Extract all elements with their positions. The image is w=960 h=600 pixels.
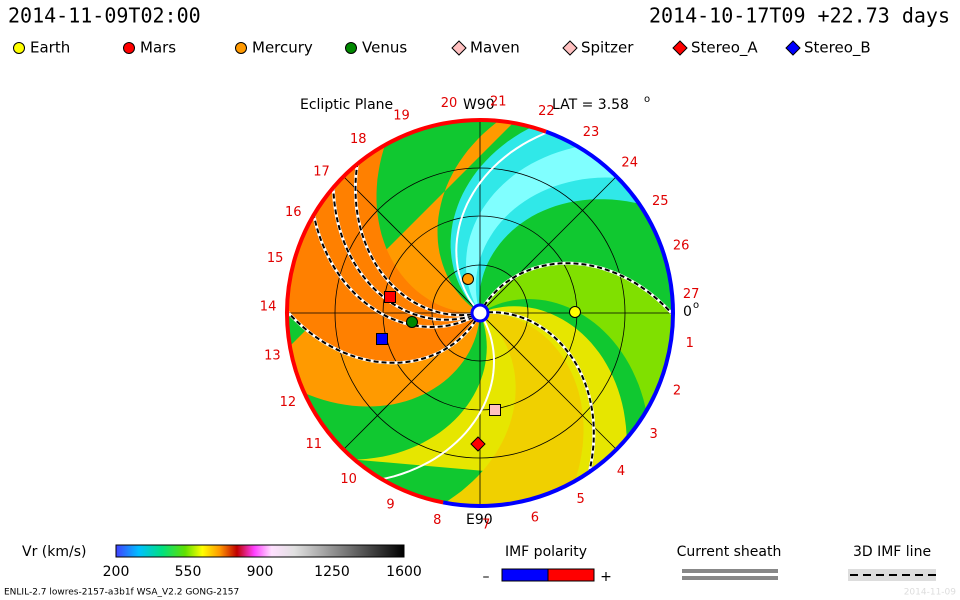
imf-title: IMF polarity xyxy=(505,544,587,560)
speed-band xyxy=(287,120,476,363)
longitude-label: 26 xyxy=(673,239,690,254)
legend-marker xyxy=(13,42,25,54)
legend-marker xyxy=(123,42,135,54)
legend-label: Maven xyxy=(470,39,520,57)
longitude-label: 11 xyxy=(306,437,323,452)
colorbar-tick: 900 xyxy=(247,564,274,580)
legend-label: Stereo_B xyxy=(804,39,871,58)
longitude-label: 22 xyxy=(538,104,555,119)
sun xyxy=(470,303,490,323)
legend-label: Stereo_A xyxy=(691,39,758,58)
overlay xyxy=(285,118,675,508)
legend-marker xyxy=(785,40,801,56)
legend-marker xyxy=(672,40,688,56)
imf-positive xyxy=(547,568,595,582)
imf-line xyxy=(332,142,473,321)
longitude-label: 19 xyxy=(393,109,410,124)
longitude-label: 20 xyxy=(441,96,458,111)
imf-plus: + xyxy=(600,569,612,585)
longitude-label: 24 xyxy=(621,155,638,170)
footer-left: ENLIL-2.7 lowres-2157-a3b1f WSA_V2.2 GON… xyxy=(4,588,239,598)
imf-line xyxy=(287,274,477,364)
longitude-label: 10 xyxy=(340,472,357,487)
body-marker xyxy=(569,306,581,318)
imf-line xyxy=(354,120,473,317)
speed-band xyxy=(404,313,584,506)
colorbar-tick: 1250 xyxy=(314,564,350,580)
speed-band xyxy=(450,120,673,308)
legend-marker xyxy=(235,42,247,54)
colorbar xyxy=(115,544,405,558)
sheath xyxy=(337,319,496,485)
lat-sup: o xyxy=(644,94,650,105)
legend-label: Mars xyxy=(140,39,176,57)
longitude-label: 2 xyxy=(673,384,681,399)
sheath xyxy=(455,120,592,308)
longitude-label: 3 xyxy=(650,427,658,442)
colorbar-tick: 1600 xyxy=(386,564,422,580)
colorbar-tick: 550 xyxy=(175,564,202,580)
legend-label: Spitzer xyxy=(581,39,634,57)
bottom-label: E90 xyxy=(466,512,493,528)
body-marker xyxy=(406,316,418,328)
imf-line xyxy=(308,170,474,329)
zero-sup: o xyxy=(693,300,699,311)
imf-line xyxy=(487,311,595,506)
body-marker xyxy=(462,273,474,285)
imf-minus: – xyxy=(483,569,490,585)
legend-label: Venus xyxy=(362,39,407,57)
longitude-label: 7 xyxy=(482,517,490,532)
colorbar-title: Vr (km/s) xyxy=(22,544,86,560)
longitude-label: 27 xyxy=(683,287,700,302)
longitude-label: 16 xyxy=(285,205,302,220)
longitude-label: 23 xyxy=(583,125,600,140)
lat-label: LAT = 3.58 xyxy=(552,97,629,113)
spirals xyxy=(287,120,673,506)
footer-right: 2014-11-09 xyxy=(904,588,957,598)
body-marker xyxy=(384,291,396,303)
boundary xyxy=(285,118,547,505)
longitude-label: 21 xyxy=(490,94,507,109)
imf-negative xyxy=(501,568,549,582)
body-marker xyxy=(376,333,388,345)
body-marker xyxy=(489,404,501,416)
header-left: 2014-11-09T02:00 xyxy=(8,4,201,28)
longitude-label: 4 xyxy=(617,464,625,479)
top-label: W90 xyxy=(463,97,495,113)
imf-line xyxy=(483,262,673,352)
longitude-label: 6 xyxy=(531,510,539,525)
longitude-label: 1 xyxy=(686,336,694,351)
boundary xyxy=(442,129,675,508)
header-right: 2014-10-17T09 +22.73 days xyxy=(649,4,950,28)
sheath-title: Current sheath xyxy=(677,544,782,560)
colorbar-tick: 200 xyxy=(103,564,130,580)
legend-marker xyxy=(345,42,357,54)
zero-label: 0 xyxy=(683,304,692,320)
speed-band xyxy=(484,263,673,456)
longitude-label: 13 xyxy=(264,349,281,364)
longitude-label: 12 xyxy=(280,395,297,410)
longitude-label: 9 xyxy=(386,498,394,513)
imf3d-title: 3D IMF line xyxy=(853,544,931,560)
legend-marker xyxy=(562,40,578,56)
longitude-label: 8 xyxy=(433,513,441,528)
longitude-label: 15 xyxy=(267,251,284,266)
legend-label: Earth xyxy=(30,39,70,57)
longitude-label: 17 xyxy=(313,165,330,180)
plot-title: Ecliptic Plane xyxy=(300,97,393,113)
legend-marker xyxy=(451,40,467,56)
speed-band xyxy=(466,142,662,307)
legend-label: Mercury xyxy=(252,39,313,57)
longitude-label: 25 xyxy=(652,194,669,209)
longitude-label: 5 xyxy=(577,492,585,507)
longitude-label: 14 xyxy=(260,300,277,315)
longitude-label: 18 xyxy=(350,132,367,147)
body-marker xyxy=(470,436,486,452)
